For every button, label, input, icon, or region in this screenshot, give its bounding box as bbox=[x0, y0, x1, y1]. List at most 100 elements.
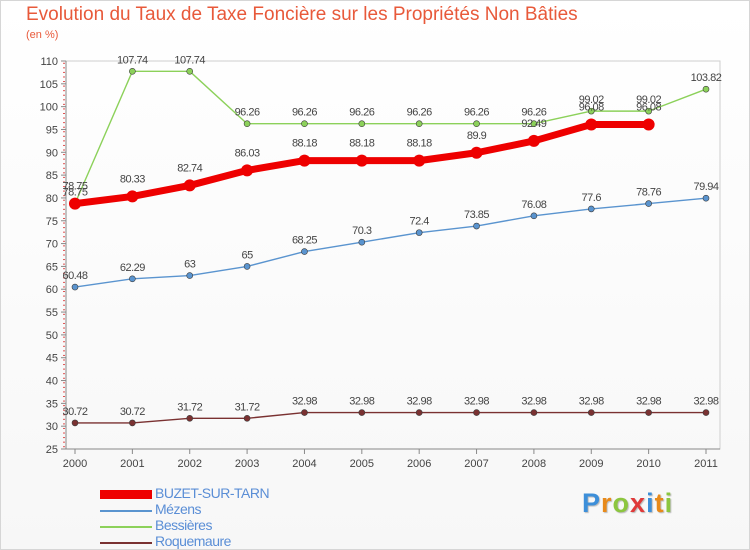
x-tick-label: 2005 bbox=[350, 458, 374, 470]
data-label: 32.98 bbox=[579, 396, 604, 408]
data-point bbox=[126, 190, 139, 203]
data-label: 99.02 bbox=[636, 94, 661, 106]
data-point bbox=[473, 409, 480, 416]
data-point bbox=[301, 248, 308, 255]
data-point bbox=[71, 283, 79, 291]
data-point bbox=[186, 415, 194, 422]
series-line bbox=[74, 411, 707, 424]
y-tick-label: 60 bbox=[46, 284, 58, 296]
data-point bbox=[301, 120, 308, 128]
data-point bbox=[183, 179, 196, 192]
legend-swatch bbox=[100, 510, 152, 512]
data-label: 88.18 bbox=[349, 138, 374, 150]
data-labels-layer: 30.72 30.72 31.72 31.72 32.98 32.98 32.98 32.98… bbox=[62, 54, 722, 418]
data-label: 78.75 bbox=[62, 187, 87, 199]
chart-title: Evolution du Taux de Taxe Foncière sur l… bbox=[26, 4, 578, 25]
y-axis-unit-label: (en %) bbox=[26, 29, 59, 41]
data-point bbox=[473, 120, 480, 128]
data-point bbox=[129, 419, 136, 427]
logo-letter: i bbox=[664, 488, 674, 518]
y-tick-label: 80 bbox=[46, 193, 58, 205]
data-point bbox=[645, 200, 652, 207]
data-label: 78.76 bbox=[636, 187, 661, 199]
data-label: 96.26 bbox=[407, 107, 432, 119]
data-label: 78.75 bbox=[62, 181, 87, 193]
data-point bbox=[186, 272, 194, 279]
data-point bbox=[530, 120, 538, 128]
data-point bbox=[702, 194, 710, 202]
data-point bbox=[301, 409, 308, 416]
data-point bbox=[527, 134, 540, 147]
legend-swatch bbox=[100, 542, 152, 544]
legend-label: Bessières bbox=[155, 517, 212, 533]
data-point bbox=[129, 275, 136, 283]
data-label: 92.49 bbox=[521, 118, 546, 130]
data-label: 77.6 bbox=[582, 192, 602, 204]
data-point bbox=[358, 238, 366, 246]
y-tick-label: 90 bbox=[46, 147, 58, 159]
data-label: 32.98 bbox=[521, 396, 546, 408]
y-tick-label: 100 bbox=[40, 102, 58, 114]
data-point bbox=[587, 409, 595, 416]
data-label: 96.26 bbox=[235, 107, 260, 119]
data-label: 107.74 bbox=[117, 54, 148, 66]
x-tick-label: 2008 bbox=[522, 458, 546, 470]
y-tick-label: 85 bbox=[46, 170, 58, 182]
y-tick-label: 30 bbox=[46, 421, 58, 433]
logo-letter: x bbox=[630, 488, 647, 518]
x-tick-label: 2006 bbox=[407, 458, 431, 470]
data-label: 96.08 bbox=[579, 102, 604, 114]
data-label: 65 bbox=[241, 249, 253, 261]
data-point bbox=[530, 409, 538, 416]
data-point bbox=[355, 154, 368, 167]
data-label: 96.26 bbox=[521, 107, 546, 119]
plot-area bbox=[65, 60, 721, 450]
series-line bbox=[74, 197, 707, 288]
brand-logo: Proxiti bbox=[582, 488, 673, 519]
data-label: 99.02 bbox=[579, 94, 604, 106]
x-tick-label: 2009 bbox=[579, 458, 603, 470]
x-tick-label: 2003 bbox=[235, 458, 259, 470]
data-point bbox=[129, 68, 136, 75]
data-point bbox=[415, 409, 423, 416]
x-tick-label: 2011 bbox=[694, 458, 718, 470]
data-label: 31.72 bbox=[177, 401, 202, 413]
y-tick-label: 40 bbox=[46, 376, 58, 388]
data-label: 103.82 bbox=[691, 72, 722, 84]
data-point bbox=[415, 229, 423, 236]
x-tick-label: 2001 bbox=[120, 458, 144, 470]
data-label: 89.9 bbox=[467, 130, 487, 142]
data-point bbox=[243, 415, 251, 422]
y-tick-label: 105 bbox=[40, 79, 58, 91]
data-point bbox=[69, 197, 81, 210]
logo-letter: o bbox=[612, 488, 631, 518]
logo-letter: r bbox=[601, 488, 613, 518]
x-tick-label: 2007 bbox=[464, 458, 488, 470]
logo-letter: t bbox=[654, 488, 665, 518]
data-label: 73.85 bbox=[464, 209, 489, 221]
data-label: 107.74 bbox=[174, 54, 205, 66]
y-tick-label: 55 bbox=[46, 307, 58, 319]
data-point bbox=[243, 263, 251, 270]
data-label: 82.74 bbox=[177, 162, 202, 174]
legend-swatch bbox=[100, 490, 152, 499]
data-point bbox=[585, 118, 598, 131]
data-point bbox=[71, 419, 79, 427]
data-label: 96.26 bbox=[464, 107, 489, 119]
data-label: 96.26 bbox=[292, 107, 317, 119]
legend-swatch bbox=[100, 526, 152, 528]
data-label: 70.3 bbox=[352, 225, 372, 237]
data-label: 62.29 bbox=[120, 262, 145, 274]
data-label: 63 bbox=[184, 259, 196, 271]
data-label: 32.98 bbox=[407, 396, 432, 408]
data-point bbox=[241, 164, 254, 177]
x-tick-label: 2002 bbox=[177, 458, 201, 470]
y-tick-label: 75 bbox=[46, 216, 58, 228]
y-tick-label: 35 bbox=[46, 398, 58, 410]
data-point bbox=[358, 120, 366, 128]
data-label: 32.98 bbox=[464, 396, 489, 408]
data-point bbox=[298, 154, 311, 167]
data-label: 32.98 bbox=[292, 396, 317, 408]
legend-label: Roquemaure bbox=[155, 533, 231, 549]
